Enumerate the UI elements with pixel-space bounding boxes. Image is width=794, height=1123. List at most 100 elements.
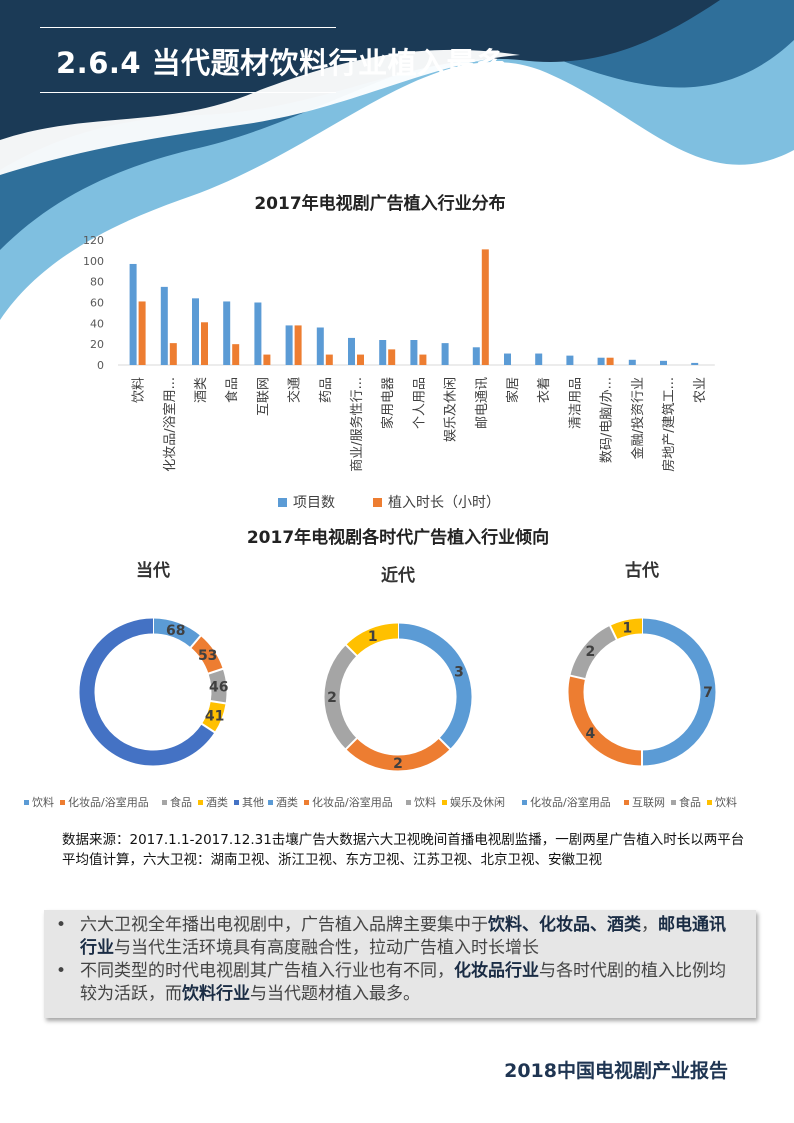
x-tick-label: 邮电通讯	[475, 377, 490, 429]
x-tick-label: 房地产/建筑工...	[661, 377, 677, 472]
donut-data-label: 46	[209, 680, 228, 696]
donut-legend-label: 食品	[170, 795, 192, 809]
donut-data-label: 53	[198, 648, 217, 664]
donut-slice-separator	[568, 674, 643, 693]
bar-projects	[192, 298, 199, 365]
x-tick-label: 个人用品	[412, 377, 427, 429]
bar-chart-title: 2017年电视剧广告植入行业分布	[254, 193, 505, 214]
donut-legend-swatch	[442, 800, 447, 805]
x-tick-label: 药品	[319, 377, 334, 403]
donut-data-label: 3	[454, 665, 464, 681]
donut-legend-label: 酒类	[276, 795, 298, 809]
bar-duration	[138, 301, 146, 365]
donut-slice	[346, 623, 399, 656]
donut-legend-swatch	[707, 800, 712, 805]
y-tick-label: 0	[97, 359, 104, 372]
donut-legend-swatch	[162, 800, 167, 805]
summary-bullet: • 不同类型的时代电视剧其广告植入行业也有不同，化妆品行业与各时代剧的植入比例均较…	[56, 960, 742, 1006]
bar-duration	[606, 357, 614, 365]
donut-slice	[397, 623, 472, 749]
summary-list: • 六大卫视全年播出电视剧中，广告植入品牌主要集中于饮料、化妆品、酒类，邮电通讯行…	[44, 910, 756, 1006]
donut-title: 古代	[625, 560, 659, 581]
donut-legend-swatch	[24, 800, 29, 805]
bar-projects	[566, 355, 574, 365]
donut-data-label: 1	[368, 629, 378, 645]
legend-label-projects: 项目数	[293, 495, 335, 511]
legend-swatch-duration	[373, 498, 382, 507]
donut-legend-swatch	[198, 800, 203, 805]
bar-duration	[419, 354, 427, 365]
donut-section-title: 2017年电视剧各时代广告植入行业倾向	[247, 527, 549, 548]
donut-data-label: 41	[205, 709, 224, 725]
bar-projects	[316, 327, 324, 365]
donut-slice-separator	[608, 623, 643, 693]
donut-legend-swatch	[304, 800, 309, 805]
donut-legend-label: 娱乐及休闲	[450, 795, 505, 809]
y-tick-label: 40	[90, 317, 104, 330]
summary-box: • 六大卫视全年播出电视剧中，广告植入品牌主要集中于饮料、化妆品、酒类，邮电通讯行…	[44, 910, 756, 1018]
data-source-note: 数据来源：2017.1.1-2017.12.31击壤广告大数据六大卫视晚间首播电…	[62, 832, 745, 868]
bar-projects	[504, 353, 511, 365]
x-tick-label: 清洁用品	[568, 377, 583, 429]
summary-text: 与各时代剧的植入比例均较为活跃，而	[80, 961, 726, 1004]
donut-legend-label: 互联网	[632, 796, 665, 809]
summary-text: 与当代生活环境具有高度融合性，拉动广告植入时长增长	[114, 938, 539, 958]
donut-title: 近代	[381, 565, 415, 586]
x-tick-label: 酒类	[194, 377, 209, 403]
donut-slice	[568, 675, 643, 766]
bar-duration	[169, 343, 177, 365]
donut-legend-swatch	[268, 800, 273, 805]
donut-legend-label: 其他	[242, 796, 264, 809]
donut-legend-swatch	[522, 800, 527, 805]
summary-highlight: 化妆品行业	[454, 961, 539, 981]
header-rule-bottom	[40, 92, 336, 93]
y-tick-label: 100	[83, 255, 104, 268]
page-title: 2.6.4 当代题材饮料行业植入最多	[56, 46, 506, 80]
donut-legend-label: 饮料	[414, 795, 436, 809]
bar-projects	[597, 357, 605, 365]
x-tick-label: 家居	[505, 377, 521, 403]
x-tick-label: 化妆品/浴室用...	[162, 377, 178, 472]
bar-duration	[232, 344, 240, 365]
bar-duration	[294, 325, 302, 365]
bar-projects	[441, 343, 449, 365]
y-tick-label: 120	[83, 234, 104, 247]
donut-slice	[346, 738, 450, 771]
x-tick-label: 食品	[224, 377, 240, 403]
donut-slice	[610, 618, 643, 640]
summary-text: 不同类型的时代电视剧其广告植入行业也有不同，	[80, 961, 454, 981]
donut-slice	[79, 618, 215, 766]
bar-projects	[129, 263, 137, 365]
x-tick-label: 交通	[287, 377, 303, 403]
bar-duration	[325, 354, 333, 365]
summary-highlight: 饮料、化妆品、酒类	[488, 915, 641, 935]
y-tick-label: 60	[90, 297, 104, 310]
legend-swatch-projects	[278, 498, 287, 507]
bar-projects	[535, 353, 543, 365]
donut-data-label: 7	[703, 685, 713, 701]
summary-bullet: • 六大卫视全年播出电视剧中，广告植入品牌主要集中于饮料、化妆品、酒类，邮电通讯行…	[56, 914, 742, 960]
bar-projects	[410, 340, 418, 365]
x-tick-label: 农业	[693, 377, 708, 403]
x-tick-label: 商业/服务性行...	[349, 377, 365, 472]
donut-slice-separator	[344, 696, 399, 751]
y-tick-label: 20	[90, 338, 104, 351]
bullet-symbol: •	[56, 961, 67, 981]
donut-legend-label: 饮料	[715, 795, 737, 809]
donut-data-label: 4	[586, 726, 596, 742]
donut-legend-label: 化妆品/浴室用品	[530, 795, 611, 809]
y-tick-label: 80	[90, 276, 104, 289]
donut-slice-separator	[397, 696, 452, 751]
legend-label-duration: 植入时长（小时）	[388, 495, 500, 511]
bar-projects	[160, 286, 168, 365]
donut-legend-swatch	[234, 800, 239, 805]
donut-data-label: 2	[586, 644, 596, 660]
donut-legend-label: 饮料	[32, 795, 54, 809]
industry-bar-chart: 2017年电视剧广告植入行业分布 0 20 40 60 80 100 120 饮料 化妆品/浴…	[83, 193, 715, 511]
donut-legend-swatch	[60, 800, 65, 805]
donut-legend-label: 食品	[679, 795, 701, 809]
bar-projects	[379, 340, 387, 365]
bar-duration	[481, 249, 489, 365]
bar-duration	[357, 354, 364, 365]
summary-text: 六大卫视全年播出电视剧中，广告植入品牌主要集中于	[80, 915, 488, 935]
